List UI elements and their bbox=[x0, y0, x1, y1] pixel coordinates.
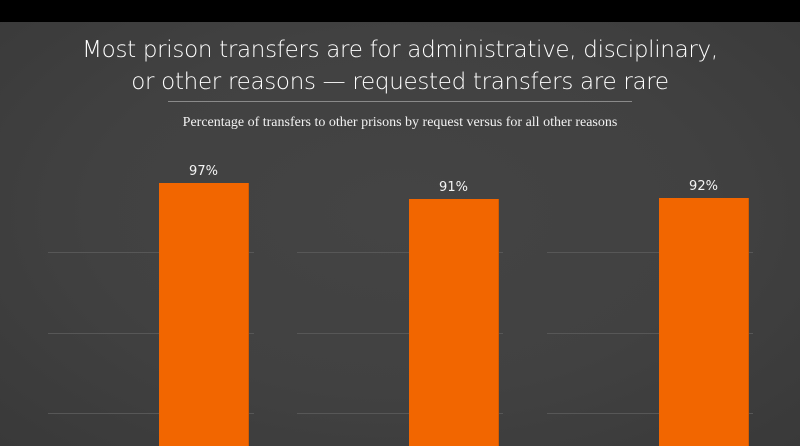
chart-title-line-1: Most prison transfers are for administra… bbox=[82, 37, 718, 63]
gridline bbox=[547, 333, 753, 334]
bar-2 bbox=[409, 199, 499, 446]
bar-1 bbox=[159, 183, 249, 446]
chart-title-line-2: or other reasons — requested transfers a… bbox=[131, 69, 669, 95]
gridline bbox=[48, 333, 254, 334]
chart-canvas: Most prison transfers are for administra… bbox=[0, 22, 800, 446]
bar-3-value-label: 92% bbox=[689, 179, 718, 194]
title-divider bbox=[168, 101, 632, 102]
chart-subtitle: Percentage of transfers to other prisons… bbox=[182, 115, 618, 130]
gridline bbox=[48, 413, 254, 414]
chart-title: Most prison transfers are for administra… bbox=[0, 34, 800, 98]
gridline bbox=[297, 413, 503, 414]
bar-2-value-label: 91% bbox=[439, 180, 468, 195]
top-black-band bbox=[0, 0, 800, 22]
bar-1-value-label: 97% bbox=[189, 164, 218, 179]
chart-panel-3: 92% bbox=[547, 22, 757, 446]
gridline bbox=[297, 252, 503, 253]
bar-3 bbox=[659, 198, 749, 446]
gridline bbox=[547, 252, 753, 253]
gridline bbox=[48, 252, 254, 253]
chart-panel-2: 91% bbox=[297, 22, 507, 446]
gridline bbox=[547, 413, 753, 414]
chart-panel-1: 97% bbox=[48, 22, 258, 446]
gridline bbox=[297, 333, 503, 334]
